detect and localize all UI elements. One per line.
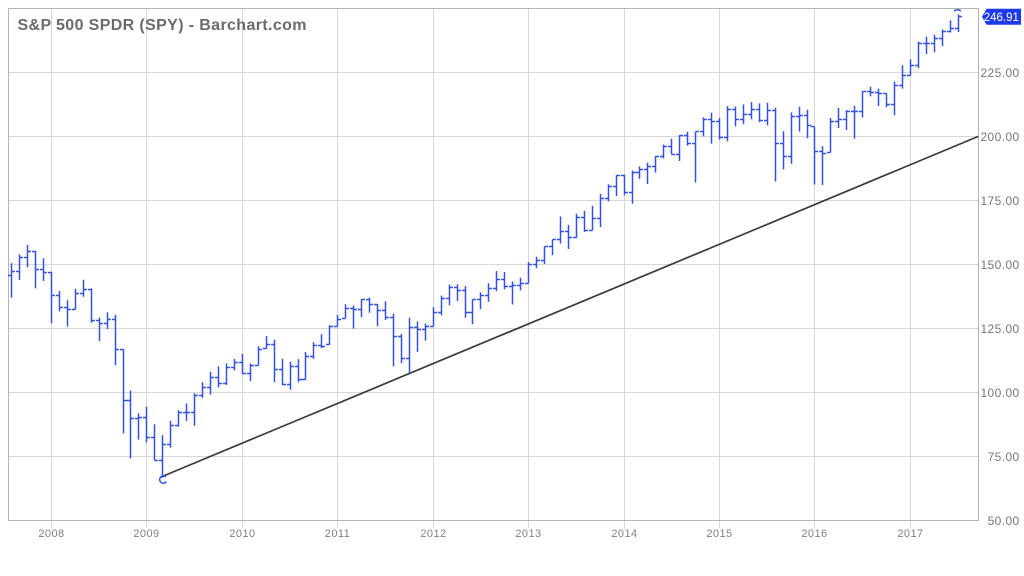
svg-text:175.00: 175.00 (980, 194, 1019, 208)
svg-text:100.00: 100.00 (980, 386, 1019, 400)
svg-text:2013: 2013 (515, 528, 541, 540)
svg-text:225.00: 225.00 (980, 66, 1019, 80)
svg-text:75.00: 75.00 (988, 450, 1020, 464)
svg-text:125.00: 125.00 (980, 322, 1019, 336)
svg-text:2010: 2010 (229, 528, 255, 540)
svg-text:50.00: 50.00 (988, 514, 1020, 528)
svg-text:2008: 2008 (38, 528, 64, 540)
svg-text:246.91: 246.91 (984, 12, 1019, 24)
svg-text:150.00: 150.00 (980, 258, 1019, 272)
svg-text:200.00: 200.00 (980, 130, 1019, 144)
svg-text:2014: 2014 (611, 528, 637, 540)
svg-text:2016: 2016 (801, 528, 827, 540)
svg-text:2015: 2015 (706, 528, 732, 540)
svg-text:2017: 2017 (897, 528, 923, 540)
svg-text:2011: 2011 (325, 528, 350, 540)
svg-text:2012: 2012 (420, 528, 446, 540)
svg-text:2009: 2009 (133, 528, 159, 540)
svg-text:S&P 500 SPDR (SPY) - Barchart.: S&P 500 SPDR (SPY) - Barchart.com (18, 17, 307, 34)
